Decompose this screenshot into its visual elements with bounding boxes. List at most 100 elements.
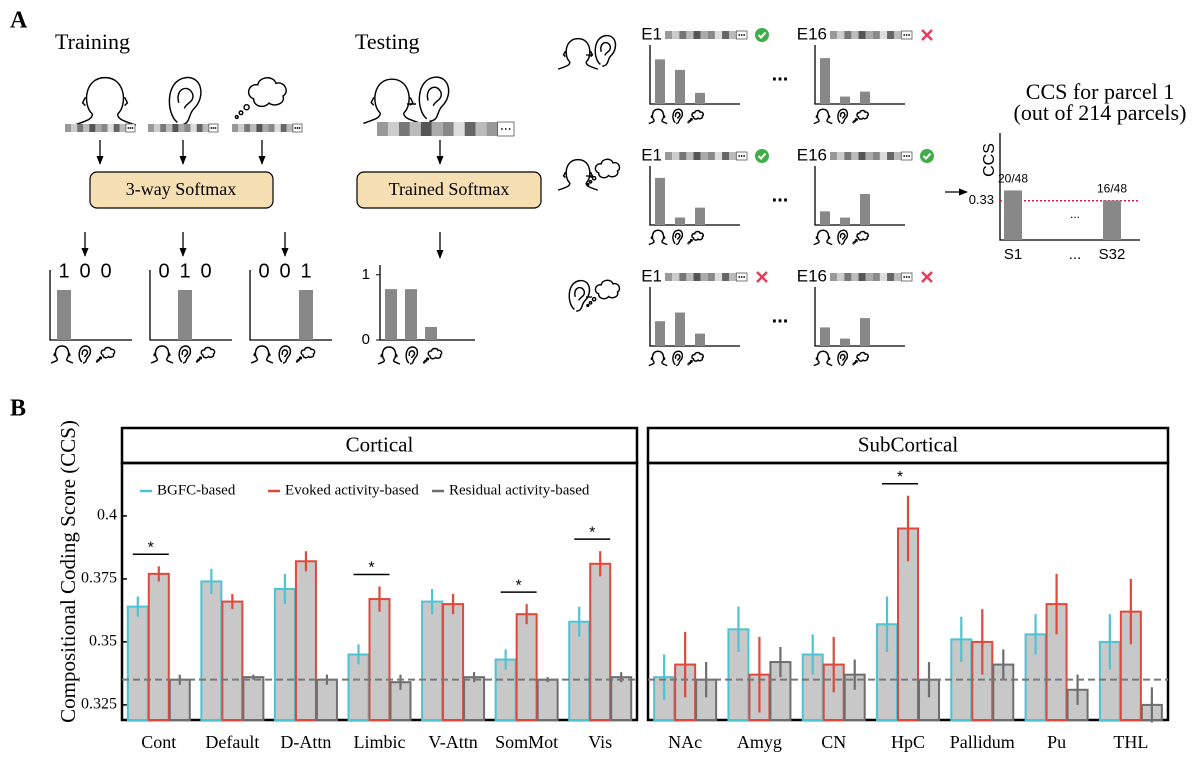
icon — [838, 230, 847, 244]
vector-cell — [83, 124, 89, 132]
vector-dot — [509, 128, 511, 130]
vector-cell — [102, 124, 108, 132]
legend-label: BGFC-based — [157, 482, 236, 498]
eval-bar — [655, 178, 665, 225]
vector-cell — [65, 124, 71, 132]
x-tick-label: S1 — [1004, 246, 1022, 263]
y-tick-label: 0.4 — [97, 507, 117, 524]
eval-bar — [820, 327, 830, 346]
output-label: 0 — [200, 260, 211, 282]
bar — [317, 680, 337, 720]
x-tick-label: SomMot — [495, 732, 558, 752]
thought-dot — [691, 240, 693, 242]
thought-dot — [689, 120, 690, 121]
head-icon — [251, 346, 273, 363]
vector-cell — [729, 31, 736, 39]
vector-cell — [672, 31, 679, 39]
ellipsis: ... — [1070, 207, 1080, 221]
softmax-label: Trained Softmax — [389, 179, 510, 199]
cross — [922, 272, 932, 282]
vector-cell — [421, 122, 432, 136]
vector-cell — [866, 31, 873, 39]
vector-dot — [505, 128, 507, 130]
vector-cell — [830, 273, 837, 281]
vector-cell — [71, 124, 77, 132]
bar — [170, 680, 190, 720]
threshold-label: 0.33 — [969, 192, 994, 207]
thought-icon — [692, 232, 703, 241]
vector-cell — [880, 152, 887, 160]
vector-cell — [672, 152, 679, 160]
eval-label: E1 — [641, 266, 662, 285]
ellipsis: ... — [772, 63, 789, 85]
significance-star: * — [897, 469, 903, 486]
vector-cell — [894, 273, 901, 281]
eval-bar — [655, 59, 665, 104]
head-icon — [558, 160, 598, 191]
chart-title: Cortical — [346, 432, 414, 456]
vector-dot — [906, 276, 908, 278]
vector-cell — [830, 152, 837, 160]
icon — [279, 346, 290, 363]
icon — [673, 109, 682, 123]
eval-bar — [820, 211, 830, 225]
vector-dot — [743, 34, 745, 36]
figure: A Training Testing 3-way Softmax Trained… — [0, 0, 1201, 757]
vector-dot — [738, 276, 740, 278]
vector-dot — [738, 155, 740, 157]
output-label: 0 — [279, 260, 290, 282]
output-bar — [178, 290, 192, 340]
thought-dot — [854, 241, 855, 242]
icon — [251, 346, 273, 363]
value-label: 20/48 — [998, 172, 1028, 186]
bar — [275, 589, 295, 720]
icon — [673, 230, 682, 244]
icon — [197, 347, 215, 362]
vector-cell — [701, 31, 708, 39]
vector-cell — [894, 152, 901, 160]
icon — [853, 232, 868, 244]
vector-cell — [256, 124, 262, 132]
thought-dot — [688, 243, 689, 244]
icon — [688, 353, 703, 365]
vector-cell — [694, 31, 701, 39]
bar — [296, 561, 316, 720]
icon — [97, 347, 115, 362]
y-tick-label: 0.35 — [89, 633, 117, 650]
vector-cell — [665, 273, 672, 281]
vector-cell — [880, 273, 887, 281]
vector-cell — [281, 124, 287, 132]
head-icon — [558, 39, 598, 70]
x-tick-label: HpC — [891, 732, 925, 752]
vector-cell — [837, 273, 844, 281]
x-tick-label: Default — [205, 732, 259, 752]
thought-dot — [100, 357, 102, 359]
thought-dot — [200, 357, 202, 359]
vector-cell — [388, 122, 399, 136]
vector-cell — [148, 124, 154, 132]
vector-dot — [908, 276, 910, 278]
vector-cell — [844, 31, 851, 39]
eval-label: E16 — [797, 266, 827, 285]
test-bar — [385, 289, 397, 340]
vector-cell — [844, 273, 851, 281]
thought-dot — [691, 119, 693, 121]
vector-dot — [210, 127, 212, 129]
icon — [558, 160, 598, 191]
bar — [538, 680, 558, 720]
vector-cell — [454, 122, 465, 136]
thought-dot — [298, 359, 299, 360]
x-tick-label: ... — [1069, 246, 1082, 263]
thought-dot — [854, 362, 855, 363]
thought-dot — [853, 122, 854, 123]
eval-bar — [675, 218, 685, 225]
thought-dot — [587, 305, 589, 307]
chart-title: SubCortical — [858, 432, 958, 456]
vector-cell — [108, 124, 114, 132]
vector-cell — [851, 273, 858, 281]
head-icon — [151, 346, 173, 363]
vector-dot — [903, 155, 905, 157]
y-tick-label: 0.325 — [81, 696, 117, 713]
vector-cell — [89, 124, 95, 132]
vector-cell — [722, 31, 729, 39]
